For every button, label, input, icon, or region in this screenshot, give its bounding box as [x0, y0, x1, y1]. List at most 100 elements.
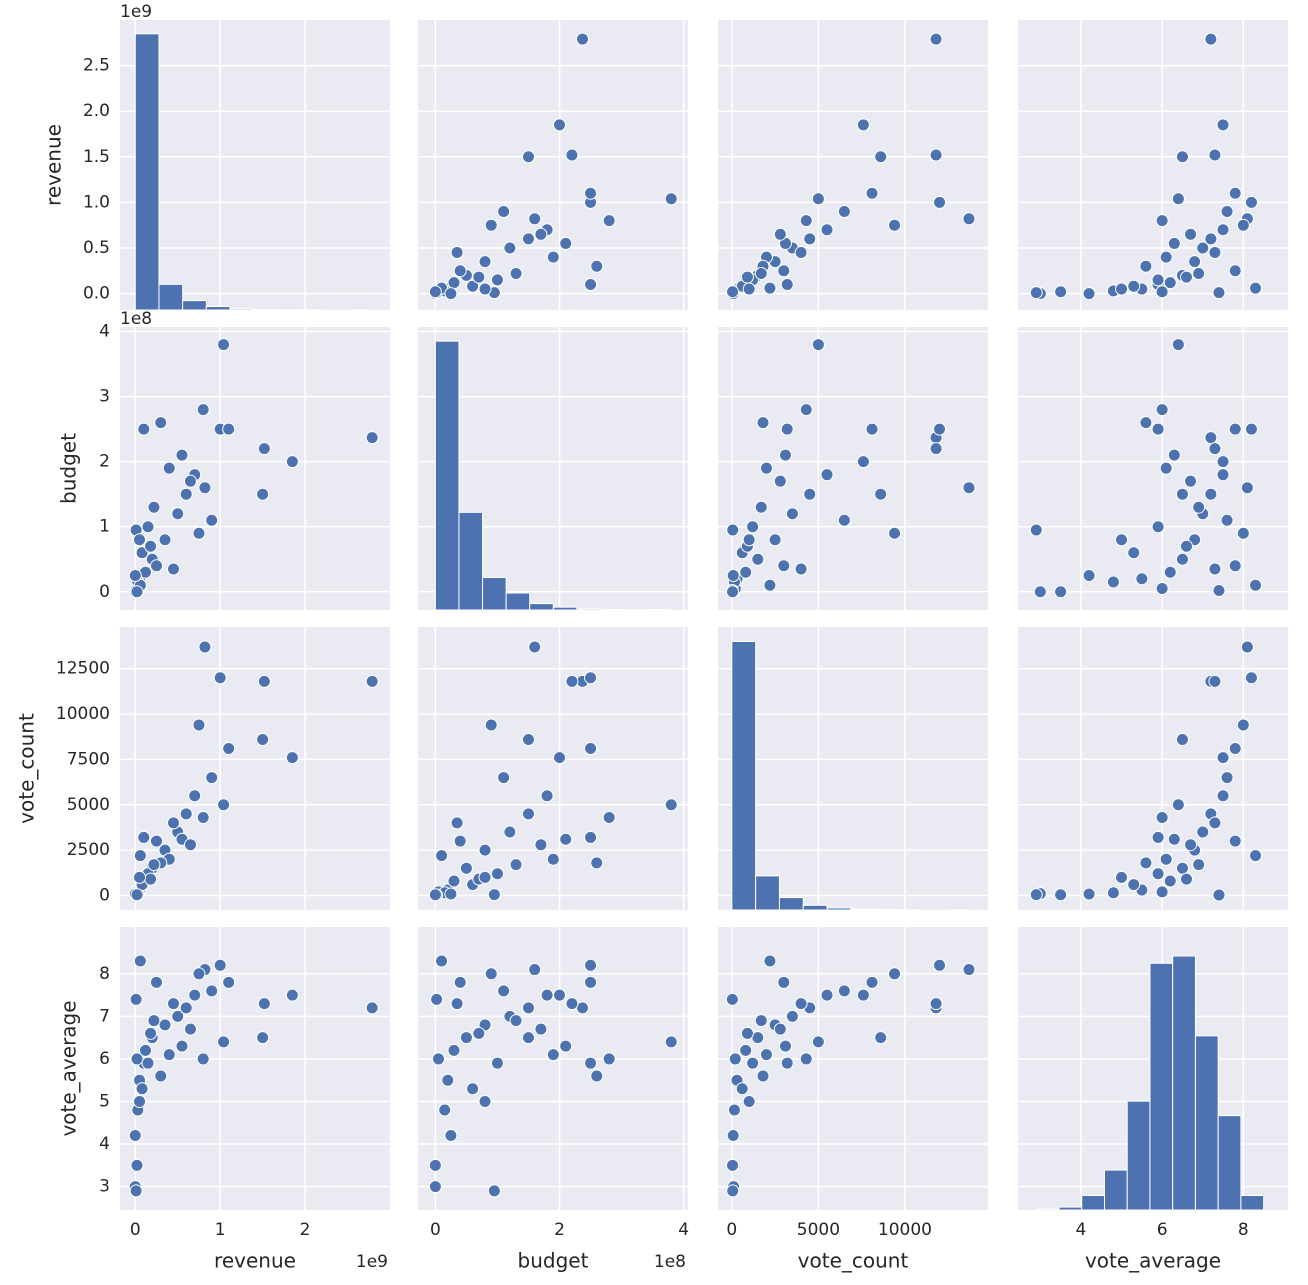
scatter-point	[129, 992, 143, 1006]
scatter-point	[154, 416, 168, 430]
scatter-point	[365, 674, 379, 688]
scatter-point	[874, 487, 888, 501]
histogram-bar	[1126, 1100, 1151, 1211]
scatter-point	[933, 195, 947, 209]
y-tick-label: 4	[99, 1134, 110, 1154]
scatter-point	[1054, 585, 1068, 599]
scatter-point	[746, 520, 760, 534]
scatter-point	[130, 1052, 144, 1066]
scatter-point	[820, 223, 834, 237]
scatter-point	[1127, 878, 1141, 892]
scatter-point	[811, 192, 825, 206]
scatter-point	[799, 214, 813, 228]
scatter-point	[534, 227, 548, 241]
panel-background	[1018, 327, 1288, 610]
scatter-point	[1115, 282, 1129, 296]
scatter-point	[484, 718, 498, 732]
scatter-point	[256, 732, 270, 746]
scatter-point	[1115, 870, 1129, 884]
scatter-point	[751, 552, 765, 566]
y-tick-label: 6	[99, 1049, 110, 1069]
scatter-point	[183, 838, 197, 852]
scatter-point	[1216, 223, 1230, 237]
scatter-point	[756, 1069, 770, 1083]
scatter-point	[205, 984, 219, 998]
scatter-point	[438, 1103, 452, 1117]
scatter-point	[546, 250, 560, 264]
histogram-bar	[826, 907, 852, 911]
scatter-point	[777, 264, 791, 278]
scatter-point	[856, 118, 870, 132]
scatter-point	[1175, 552, 1189, 566]
scatter-point	[565, 674, 579, 688]
scatter-point	[509, 1014, 523, 1028]
panel-background	[718, 927, 988, 1210]
scatter-point	[459, 861, 473, 875]
scatter-point	[428, 285, 442, 299]
scatter-point	[528, 212, 542, 226]
scatter-point	[1151, 830, 1165, 844]
scatter-point	[553, 751, 567, 765]
y-tick-label: 0	[99, 885, 110, 905]
histogram-bar	[434, 340, 460, 611]
scatter-point	[584, 975, 598, 989]
scatter-point	[1159, 852, 1173, 866]
scatter-point	[478, 843, 492, 857]
scatter-point	[478, 1094, 492, 1108]
scatter-point	[962, 212, 976, 226]
scatter-point	[1228, 264, 1242, 278]
scatter-point	[1220, 513, 1234, 527]
scatter-point	[222, 742, 236, 756]
scatter-point	[222, 975, 236, 989]
scatter-point	[1204, 487, 1218, 501]
y-tick-label: 2	[99, 452, 110, 472]
scatter-point	[1244, 422, 1258, 436]
scatter-point	[183, 1022, 197, 1036]
scatter-point	[1175, 150, 1189, 164]
scatter-point	[785, 507, 799, 521]
scatter-point	[1135, 572, 1149, 586]
scatter-point	[865, 422, 879, 436]
scatter-point	[584, 958, 598, 972]
x-tick-label: 4	[1076, 1220, 1087, 1240]
scatter-point	[1196, 825, 1210, 839]
scatter-point	[150, 559, 164, 573]
scatter-point	[933, 958, 947, 972]
scatter-point	[803, 487, 817, 501]
scatter-point	[726, 1184, 740, 1198]
scatter-point	[1204, 232, 1218, 246]
scatter-point	[444, 287, 458, 301]
histogram-bar	[1035, 1208, 1060, 1211]
scatter-point	[130, 888, 144, 902]
scatter-point	[158, 533, 172, 547]
x-tick-label: 2	[554, 1220, 565, 1240]
y-tick-label: 0	[99, 582, 110, 602]
scatter-point	[497, 984, 511, 998]
scatter-point	[198, 481, 212, 495]
scatter-point	[590, 259, 604, 273]
scatter-point	[1127, 546, 1141, 560]
scatter-point	[196, 403, 210, 417]
scatter-point	[428, 1180, 442, 1194]
y-tick-label: 7	[99, 1006, 110, 1026]
scatter-point	[820, 988, 834, 1002]
scatter-point	[726, 1129, 740, 1143]
y-axis-label: revenue	[42, 124, 66, 206]
scatter-point	[546, 1048, 560, 1062]
histogram-bar	[529, 603, 554, 611]
scatter-point	[540, 988, 554, 1002]
histogram-bar	[1172, 955, 1196, 1211]
scatter-point	[490, 273, 504, 287]
histogram-bar	[755, 875, 780, 911]
scatter-point	[1249, 281, 1263, 295]
scatter-point	[133, 849, 147, 863]
scatter-point	[1155, 582, 1169, 596]
scatter-point	[450, 246, 464, 260]
scatter-point	[459, 1031, 473, 1045]
scatter-point	[213, 958, 227, 972]
scatter-point	[484, 967, 498, 981]
scatter-point	[1171, 338, 1185, 352]
scatter-point	[133, 870, 147, 884]
scatter-point	[726, 1158, 740, 1172]
scatter-point	[865, 975, 879, 989]
